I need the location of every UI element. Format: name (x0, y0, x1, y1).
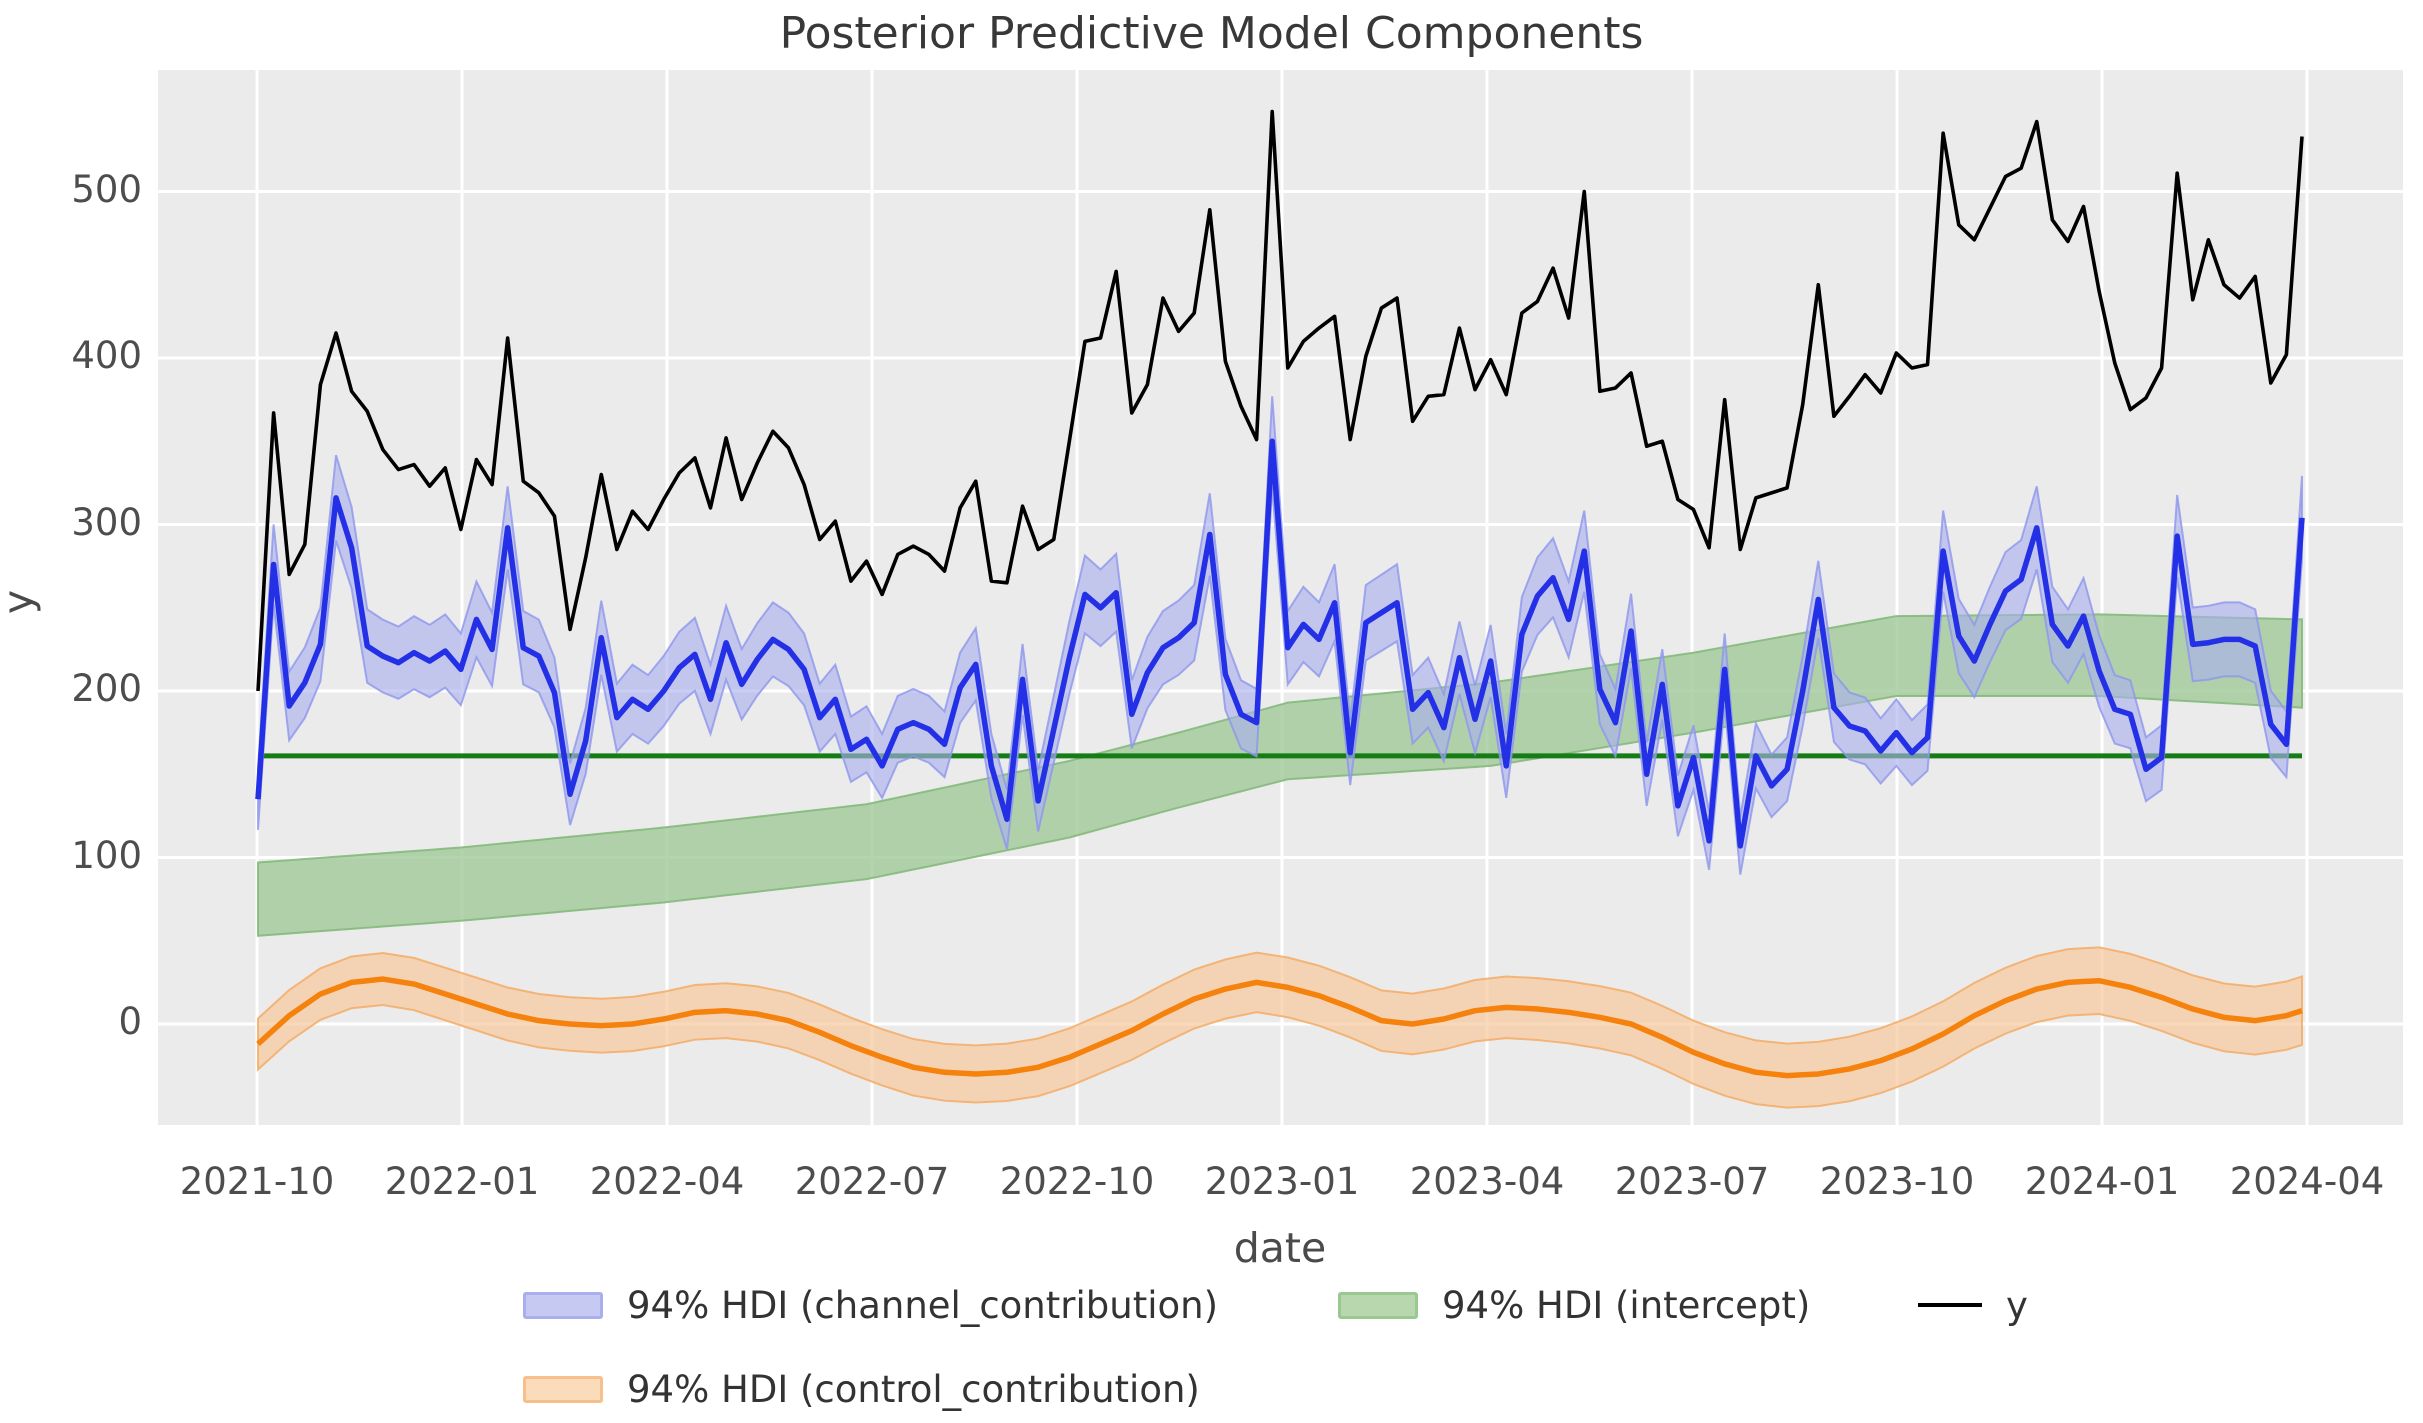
y-tick-label: 400 (71, 334, 142, 377)
y-tick-label: 100 (71, 833, 142, 877)
legend-label: 94% HDI (control_contribution) (627, 1367, 1200, 1411)
control-hdi-band (257, 946, 2303, 1109)
intercept-band-swatch (1338, 1291, 1418, 1319)
channel-contribution-line (255, 438, 2305, 849)
x-tick-label: 2023-10 (1819, 1160, 1975, 1203)
legend-item-y: y (1918, 1284, 2028, 1327)
x-tick-label: 2021-10 (179, 1160, 335, 1203)
y-line-swatch (1918, 1303, 1982, 1307)
y-tick-label: 500 (71, 167, 142, 211)
x-tick-label: 2023-07 (1614, 1160, 1770, 1203)
x-tick-label: 2023-04 (1409, 1160, 1565, 1203)
control-band-swatch (523, 1375, 603, 1403)
x-tick-label: 2024-01 (2024, 1160, 2180, 1203)
x-tick-label: 2022-01 (384, 1160, 540, 1203)
x-tick-label: 2022-10 (999, 1160, 1155, 1203)
chart-title: Posterior Predictive Model Components (779, 8, 1644, 59)
x-tick-label: 2022-04 (589, 1160, 745, 1203)
y-axis-label: y (0, 522, 42, 682)
control-contribution-line (256, 976, 2303, 1079)
x-tick-label: 2022-07 (794, 1160, 950, 1203)
legend-label: 94% HDI (intercept) (1442, 1283, 1811, 1327)
intercept-hdi-band (257, 613, 2303, 937)
y-observed-line (256, 109, 2304, 692)
legend-item-control: 94% HDI (control_contribution) (523, 1368, 1200, 1411)
x-axis-label: date (1233, 1224, 1327, 1272)
channel-band-swatch (523, 1291, 603, 1319)
y-tick-label: 0 (118, 1000, 142, 1043)
y-tick-label: 200 (71, 667, 142, 710)
legend-item-intercept: 94% HDI (intercept) (1338, 1284, 1810, 1327)
legend-label: y (2006, 1283, 2028, 1327)
legend-label: 94% HDI (channel_contribution) (627, 1283, 1219, 1327)
y-tick-label: 300 (71, 500, 142, 544)
legend-item-channel: 94% HDI (channel_contribution) (523, 1284, 1218, 1327)
x-tick-label: 2023-01 (1204, 1160, 1360, 1203)
x-tick-label: 2024-04 (2229, 1160, 2385, 1203)
